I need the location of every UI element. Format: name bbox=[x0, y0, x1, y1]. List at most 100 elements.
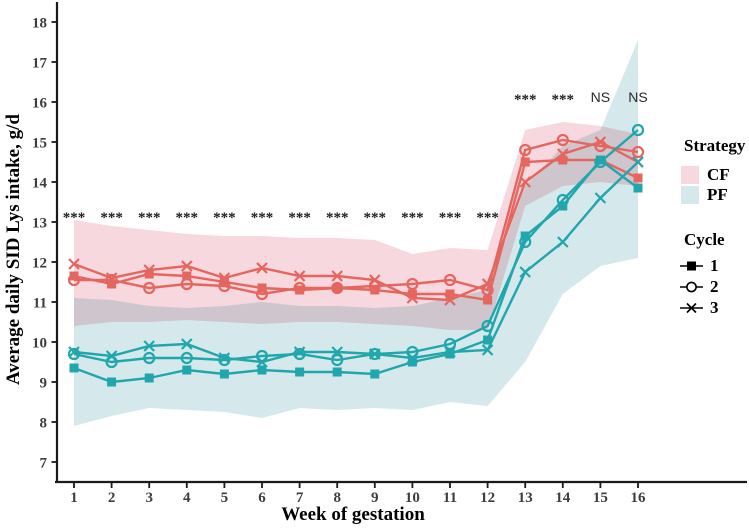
x-marker-icon bbox=[68, 346, 80, 358]
x-marker-icon bbox=[181, 260, 193, 272]
x-marker-icon bbox=[406, 292, 419, 304]
x-marker-icon bbox=[181, 338, 193, 350]
circle-marker-icon bbox=[631, 123, 645, 137]
y-tick-label: 15 bbox=[32, 136, 47, 152]
square-marker-icon bbox=[407, 289, 417, 299]
significance-annotation: *** bbox=[176, 210, 199, 226]
significance-annotation: *** bbox=[514, 92, 537, 108]
significance-annotation: *** bbox=[552, 92, 575, 108]
legend-item-pf-label: PF bbox=[707, 185, 728, 204]
square-marker-icon bbox=[257, 365, 267, 375]
x-marker-icon bbox=[256, 356, 268, 368]
x-marker-icon bbox=[143, 340, 155, 352]
square-marker-icon bbox=[407, 357, 417, 367]
circle-marker-icon bbox=[67, 347, 81, 361]
x-tick-label: 8 bbox=[333, 490, 341, 506]
significance-annotation: *** bbox=[213, 210, 236, 226]
x-tick-label: 1 bbox=[70, 490, 78, 506]
x-marker-icon bbox=[369, 348, 381, 360]
x-marker-icon bbox=[293, 270, 306, 282]
legend-cycle-title: Cycle bbox=[684, 230, 725, 249]
circle-marker-icon bbox=[556, 133, 569, 147]
ns-annotation: NS bbox=[591, 89, 610, 105]
legend-item-cf: CF bbox=[681, 165, 749, 184]
y-tick-label: 18 bbox=[32, 16, 47, 32]
circle-marker-icon bbox=[218, 279, 231, 293]
x-marker-icon bbox=[143, 264, 155, 276]
square-marker-icon bbox=[182, 365, 192, 375]
y-tick-label: 17 bbox=[32, 56, 48, 72]
y-tick-label: 14 bbox=[32, 176, 48, 192]
x-tick-label: 4 bbox=[183, 490, 191, 506]
pf-band-swatch-icon bbox=[681, 185, 699, 204]
square-marker-icon bbox=[483, 295, 493, 305]
legend-item-cycle-3-label: 3 bbox=[710, 298, 719, 317]
x-marker-icon bbox=[218, 352, 231, 364]
circle-marker-icon bbox=[331, 353, 344, 367]
significance-annotation: *** bbox=[326, 210, 349, 226]
x-marker-icon bbox=[406, 352, 419, 364]
circle-marker-icon bbox=[406, 277, 419, 291]
square-marker-icon bbox=[595, 155, 605, 165]
series-line bbox=[73, 161, 639, 364]
x-axis-title: Week of gestation bbox=[281, 504, 425, 525]
circle-marker-icon bbox=[556, 193, 569, 207]
circle-marker-icon bbox=[143, 351, 156, 365]
x-tick-label: 10 bbox=[405, 490, 420, 506]
circle-marker-icon bbox=[631, 145, 645, 159]
y-tick-label: 8 bbox=[40, 416, 48, 432]
x-marker-icon bbox=[594, 136, 607, 148]
circle-marker-icon bbox=[443, 337, 457, 351]
x-marker-icon bbox=[218, 272, 231, 284]
x-tick-label: 13 bbox=[518, 490, 533, 506]
x-marker-icon bbox=[105, 272, 118, 284]
square-marker-icon bbox=[332, 367, 342, 377]
square-marker-icon bbox=[520, 157, 530, 167]
x-marker-icon bbox=[594, 192, 607, 204]
x-marker-icon bbox=[519, 266, 531, 278]
circle-marker-icon bbox=[443, 273, 457, 287]
legend-strategy-title: Strategy bbox=[684, 136, 746, 155]
legend-item-cycle-2-label: 2 bbox=[710, 277, 719, 296]
y-tick-label: 11 bbox=[33, 296, 47, 312]
circle-marker-icon bbox=[331, 281, 344, 295]
series-cf-cycle-2 bbox=[67, 133, 645, 301]
circle-marker-icon bbox=[255, 287, 269, 301]
series-line bbox=[74, 138, 639, 296]
x-marker-icon bbox=[680, 302, 703, 313]
y-axis-title: Average daily SID Lys intake, g/d bbox=[3, 114, 24, 386]
x-marker-icon bbox=[632, 156, 644, 168]
square-marker-icon bbox=[483, 335, 493, 345]
significance-annotation: *** bbox=[288, 210, 311, 226]
circle-marker-icon bbox=[594, 155, 607, 169]
y-tick-label: 12 bbox=[32, 256, 47, 272]
x-marker-icon bbox=[331, 346, 343, 358]
x-tick-label: 9 bbox=[371, 490, 379, 506]
square-marker-icon bbox=[558, 155, 568, 165]
significance-annotation: *** bbox=[476, 210, 499, 226]
x-marker-icon bbox=[331, 270, 343, 282]
square-marker-icon bbox=[219, 369, 229, 379]
square-marker-icon bbox=[295, 285, 305, 295]
y-tick-label: 7 bbox=[40, 456, 48, 472]
x-marker-icon bbox=[519, 176, 531, 188]
x-tick-label: 14 bbox=[555, 490, 571, 506]
square-marker-icon bbox=[182, 271, 192, 281]
x-tick-label: 5 bbox=[221, 490, 229, 506]
circle-marker-icon bbox=[143, 281, 156, 295]
cf-band-swatch-icon bbox=[681, 165, 699, 184]
significance-annotations: *** *** *** *** *** *** *** *** *** *** *** *** *** *… bbox=[63, 89, 648, 226]
x-marker-icon bbox=[369, 274, 381, 286]
x-marker-icon bbox=[444, 294, 456, 306]
x-tick-label: 11 bbox=[443, 490, 457, 506]
square-marker-icon bbox=[370, 369, 380, 379]
legend-item-cycle-1-label: 1 bbox=[710, 256, 719, 275]
legend-item-cycle-2: 2 bbox=[680, 278, 749, 295]
circle-marker-icon bbox=[180, 351, 193, 365]
series-line bbox=[73, 158, 639, 302]
circle-marker-icon bbox=[105, 273, 118, 287]
y-tick-label: 13 bbox=[32, 216, 47, 232]
